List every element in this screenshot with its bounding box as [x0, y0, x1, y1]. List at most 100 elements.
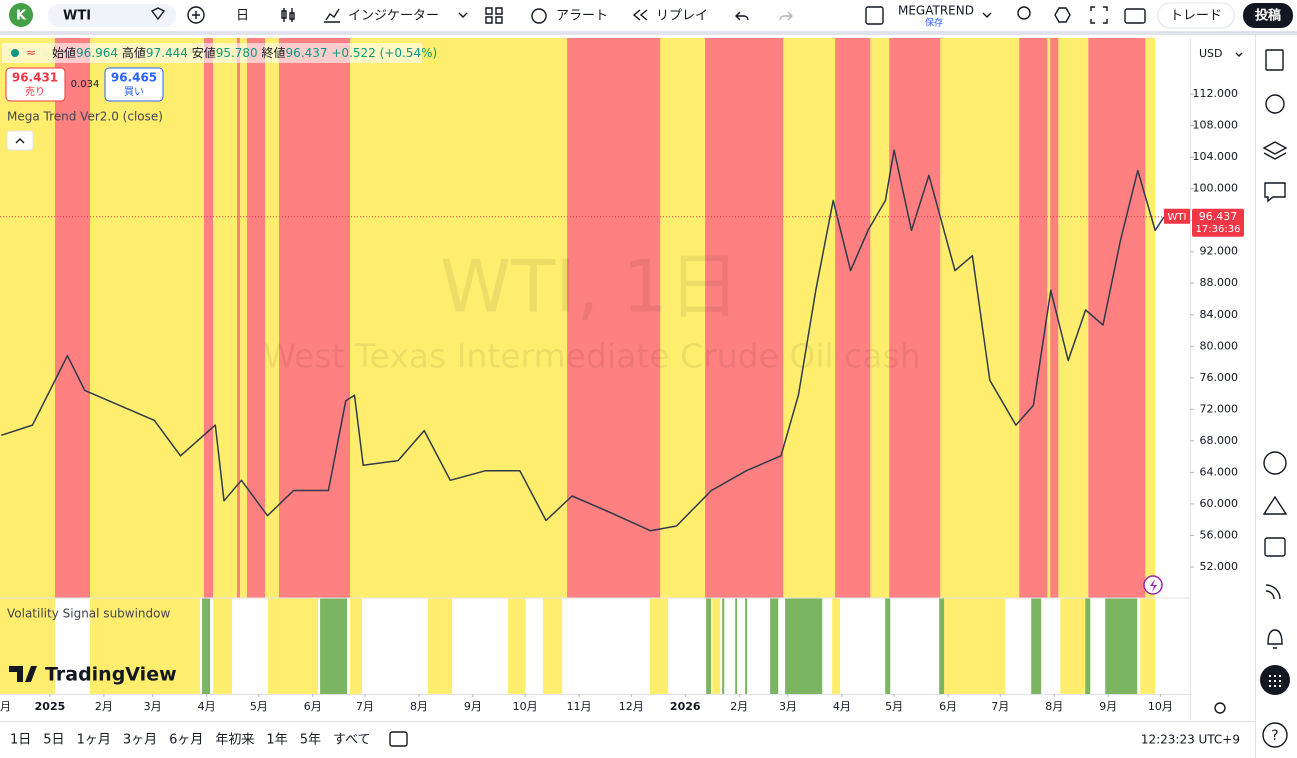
- market-status: [11, 49, 19, 57]
- legend-value: 95.780: [216, 46, 258, 60]
- layout-name[interactable]: MEGATREND: [898, 4, 974, 18]
- redo[interactable]: [779, 11, 793, 21]
- subwindow-title: Volatility Signal subwindow: [7, 607, 170, 621]
- calendar-icon[interactable]: [1264, 537, 1286, 557]
- regime-band: [1019, 38, 1048, 598]
- signal-band: [1140, 598, 1156, 694]
- symbol-search[interactable]: [48, 4, 176, 27]
- layout-icon[interactable]: [865, 6, 884, 25]
- range-button[interactable]: 3ヶ月: [123, 733, 157, 748]
- sell-price: 96.431: [12, 71, 58, 85]
- templates-icon[interactable]: [485, 7, 503, 24]
- legend-symbol-mark: ≈: [26, 46, 36, 60]
- x-tick-label: 5月: [250, 700, 268, 713]
- quick-search[interactable]: [1017, 6, 1031, 20]
- watchlist-icon[interactable]: [1265, 49, 1284, 71]
- main-pane: [0, 38, 1156, 598]
- chart-type-icon[interactable]: [281, 8, 295, 22]
- collapse-icon: [15, 138, 25, 144]
- stream-icon[interactable]: [1265, 584, 1281, 600]
- x-tick-label: 5月: [885, 700, 903, 713]
- range-button[interactable]: 5年: [300, 733, 321, 748]
- x-tick-label: 3月: [779, 700, 797, 713]
- legend-label: 安値: [192, 45, 216, 60]
- currency[interactable]: USD: [1199, 47, 1223, 60]
- replay-button[interactable]: リプレイ: [656, 9, 708, 24]
- alerts-icon[interactable]: [1265, 94, 1285, 114]
- range-button[interactable]: すべて: [333, 733, 371, 748]
- signal-band: [350, 598, 363, 694]
- range-button[interactable]: 年初来: [215, 732, 254, 748]
- clock[interactable]: 12:23:23 UTC+9: [1141, 733, 1240, 747]
- layers-icon[interactable]: [1262, 141, 1288, 160]
- range-button[interactable]: 1ヶ月: [77, 733, 111, 748]
- avatar-letter: K: [16, 9, 27, 24]
- last-price-label: 96.437: [1199, 210, 1238, 223]
- settings-icon[interactable]: [1054, 7, 1071, 23]
- axis-settings[interactable]: [1214, 702, 1226, 714]
- sell-button[interactable]: [5, 67, 66, 102]
- interval[interactable]: 日: [236, 9, 249, 24]
- target-icon[interactable]: [1263, 451, 1287, 475]
- signal-band: [508, 598, 526, 694]
- brand: TradingView: [45, 664, 177, 686]
- price-tag-bg: [1192, 208, 1244, 237]
- watermark-title: WTI, 1日: [440, 245, 740, 329]
- fullscreen-icon[interactable]: [1090, 6, 1108, 24]
- regime-band: [279, 38, 351, 598]
- legend-bg: [2, 43, 422, 63]
- sub-pane: [0, 598, 1156, 694]
- signal-band: [712, 598, 721, 694]
- x-tick-label: 6月: [304, 700, 322, 713]
- range-button[interactable]: 5日: [43, 733, 64, 748]
- layout-status: 保存: [925, 17, 943, 29]
- signal-band: [320, 598, 348, 694]
- snapshot-icon[interactable]: [1124, 8, 1146, 24]
- range-button[interactable]: 6ヶ月: [169, 733, 203, 748]
- legend-label: 高値: [122, 45, 146, 60]
- buy-button[interactable]: [104, 67, 164, 102]
- signal-band: [1060, 598, 1086, 694]
- undo[interactable]: [735, 11, 749, 21]
- signal-band: [543, 598, 563, 694]
- x-tick-label: 7月: [991, 700, 1009, 713]
- notification-icon[interactable]: [1267, 629, 1283, 649]
- regime-band: [55, 38, 90, 598]
- signal-band: [735, 598, 738, 694]
- x-tick-label: 月: [0, 700, 11, 713]
- regime-band: [567, 38, 661, 598]
- regime-band: [1050, 38, 1059, 598]
- y-tick-label: 104.000: [1193, 150, 1239, 163]
- help-button[interactable]: [1262, 722, 1288, 748]
- dropdown-icon: [458, 12, 468, 18]
- range-button[interactable]: 1日: [10, 733, 31, 748]
- plus-icon: [192, 11, 200, 19]
- signal-band: [885, 598, 891, 694]
- indicators-button[interactable]: インジケーター: [348, 9, 439, 24]
- buy-price: 96.465: [111, 71, 157, 85]
- signal-band: [1085, 598, 1091, 694]
- y-tick-label: 76.000: [1200, 371, 1239, 384]
- signal-band: [1105, 598, 1138, 694]
- chat-icon[interactable]: [1264, 182, 1286, 203]
- x-tick-label: 3月: [144, 700, 162, 713]
- y-tick-label: 80.000: [1200, 339, 1239, 352]
- regime-band: [237, 38, 241, 598]
- goto-date[interactable]: [389, 731, 408, 747]
- publish-button[interactable]: [1243, 3, 1293, 28]
- x-tick-label: 10月: [1148, 700, 1173, 713]
- x-tick-label: 6月: [939, 700, 957, 713]
- signal-band: [427, 598, 453, 694]
- alert-button[interactable]: アラート: [556, 9, 608, 24]
- signal-band: [745, 598, 748, 694]
- compare-button[interactable]: [187, 6, 205, 24]
- help-icon: ?: [1271, 728, 1278, 744]
- collapse-button[interactable]: [6, 130, 34, 151]
- signal-band: [944, 598, 1006, 694]
- signal-band: [1031, 598, 1042, 694]
- range-button[interactable]: 1年: [266, 733, 287, 748]
- ideas-icon[interactable]: [1262, 495, 1288, 515]
- trade-button[interactable]: [1157, 2, 1235, 29]
- avatar[interactable]: [9, 3, 33, 27]
- layout-dropdown[interactable]: [982, 12, 992, 18]
